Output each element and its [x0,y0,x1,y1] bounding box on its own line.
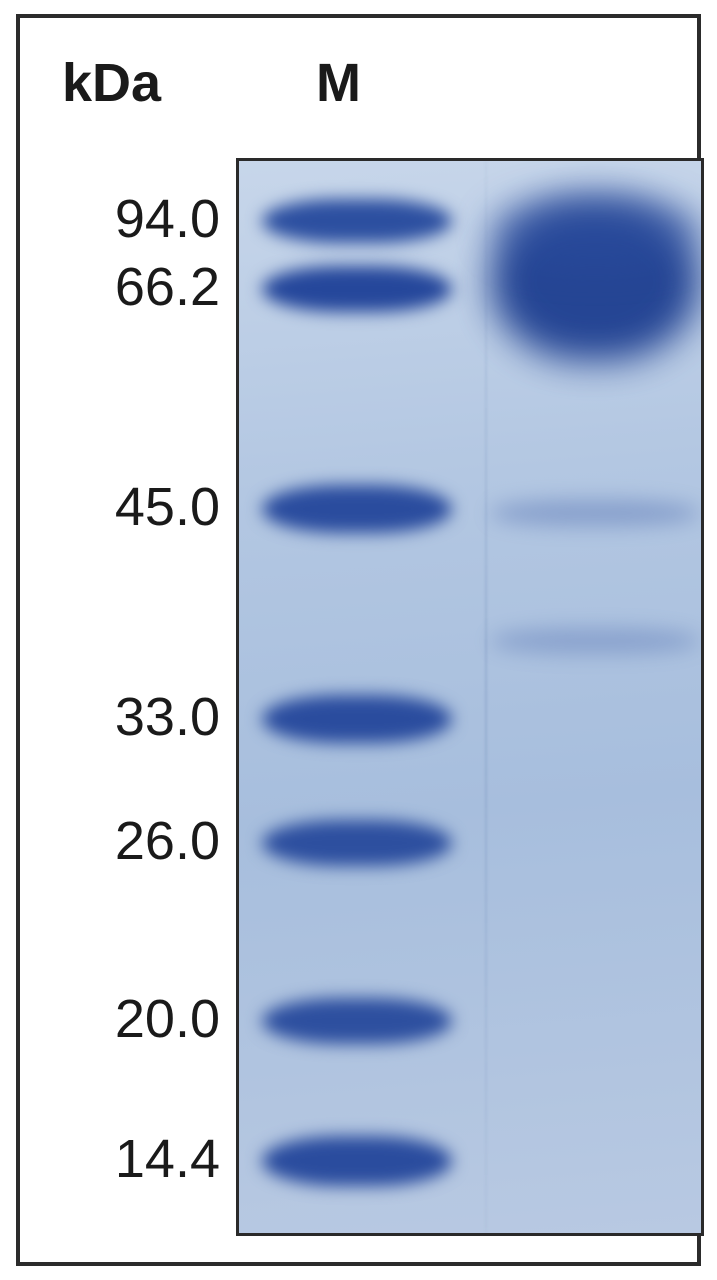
marker-label: 26.0 [40,810,220,872]
marker-label: 14.4 [40,1128,220,1190]
figure-frame: kDa M 94.066.2 45.0 33.0 26.0 20.0 14.4 [16,14,701,1266]
marker-band [262,695,452,743]
marker-label-column: 94.066.2 45.0 33.0 26.0 20.0 14.4 [40,158,220,1236]
marker-band [262,485,452,533]
marker-label: 45.0 [40,476,220,538]
sample-band [490,196,700,266]
marker-band [262,998,452,1044]
marker-band [262,1136,452,1186]
sample-faint-band [490,500,700,526]
marker-lane-header: M [316,52,361,114]
marker-label: 20.0 [40,988,220,1050]
marker-band [262,199,452,243]
lane-separator [485,161,487,1233]
kda-header: kDa [62,52,161,114]
marker-label: 94.0 [40,188,220,250]
sample-faint-band [490,628,700,654]
marker-band [262,820,452,866]
gel-image [236,158,704,1236]
marker-label: 66.2 [40,256,220,318]
marker-label: 33.0 [40,686,220,748]
marker-band [262,266,452,312]
